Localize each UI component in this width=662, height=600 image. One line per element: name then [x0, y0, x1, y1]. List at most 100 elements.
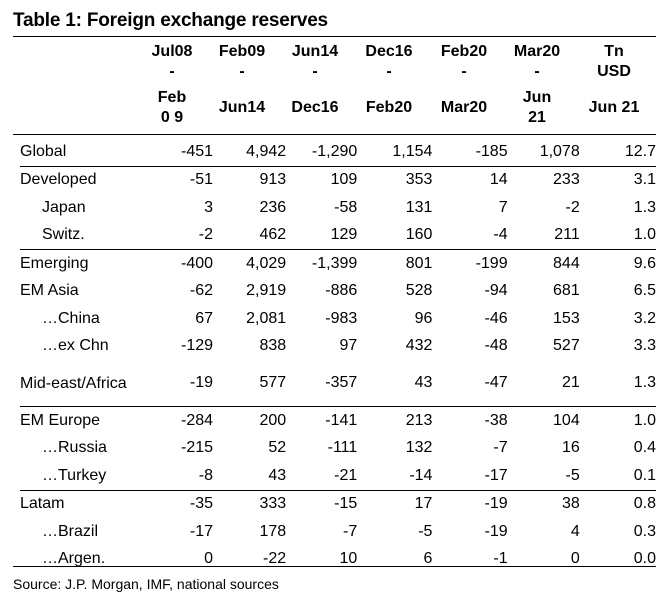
table-cell: 109 — [330, 171, 358, 189]
table-cell: 211 — [507, 221, 580, 250]
table-row: …ex Chn -129 838 97 432 -48 527 3.3 — [20, 333, 656, 361]
table-cell: 1.0 — [579, 221, 656, 250]
col-header-1: Jul08 - Feb0 9 — [140, 42, 204, 128]
table-cell: 178 — [259, 522, 287, 540]
table-cell: 462 — [213, 221, 287, 250]
table-cell: 6 — [423, 550, 433, 568]
table-cell: -94 — [484, 282, 508, 300]
table-cell: 129 — [286, 221, 358, 250]
table-cell: -7 — [493, 439, 508, 457]
row-label-text: Mid-east/Africa — [20, 374, 127, 392]
table-cell: -5 — [507, 462, 580, 491]
table-cell: -886 — [325, 282, 358, 300]
table-cell: -5 — [418, 522, 433, 540]
col-header-2-bottom: Jun14 — [218, 99, 266, 116]
reserves-table: Global -451 4,942 -1,290 1,154 -185 1,078 12.7 D… — [20, 138, 656, 573]
table-cell: -51 — [189, 171, 214, 189]
row-label: …Turkey — [20, 462, 151, 491]
table-cell: 1,078 — [507, 138, 580, 167]
table-cell: -38 — [484, 411, 508, 429]
col-header-2-dash: - — [239, 63, 245, 80]
table-cell: 0 — [204, 550, 214, 568]
table-cell: -62 — [189, 282, 214, 300]
table-cell: 844 — [553, 254, 580, 272]
table-cell: -19 — [484, 495, 508, 513]
table-cell: 2,081 — [246, 309, 287, 327]
table-cell: 160 — [357, 221, 433, 250]
table-cell: 838 — [259, 337, 287, 355]
col-header-5-top: Feb20 — [440, 43, 488, 60]
row-label-text: Japan — [42, 198, 86, 216]
table-cell: -1,290 — [286, 138, 358, 167]
row-label-text: Switz. — [42, 226, 85, 244]
table-row: EM Asia -62 2,919 -886 528 -94 681 6.5 — [20, 278, 656, 306]
table-cell: 0 — [570, 550, 580, 568]
col-header-4: Dec16 - Feb20 — [352, 42, 426, 118]
col-header-7: Tn USD Jun 21 — [578, 42, 650, 118]
row-label: Mid-east/Africa — [20, 360, 151, 407]
row-label: Global — [20, 138, 151, 167]
table-cell: -215 — [180, 439, 214, 457]
table-cell: 1,154 — [357, 138, 433, 167]
table-cell: -48 — [484, 337, 508, 355]
table-cell: -199 — [475, 254, 508, 272]
table-cell: 12.7 — [579, 138, 656, 167]
col-header-3-dash: - — [312, 63, 318, 80]
table-cell: -111 — [327, 439, 358, 457]
col-header-7-bottom: Jun 21 — [588, 99, 640, 116]
row-label-text: Developed — [20, 171, 97, 189]
table-cell: 131 — [405, 198, 433, 216]
row-label-text: Emerging — [20, 254, 89, 272]
table-cell: -21 — [286, 462, 358, 491]
table-row: Mid-east/Africa -19 577 -357 43 -47 21 1.3 — [20, 360, 656, 407]
row-label: …ex Chn — [20, 333, 150, 361]
table-cell: 681 — [553, 282, 580, 300]
table-row: Global -451 4,942 -1,290 1,154 -185 1,078 12.7 — [20, 138, 656, 167]
table-cell: -185 — [432, 138, 508, 167]
table-row: Latam -35 333 -15 17 -19 38 0.8 — [20, 490, 656, 518]
table-cell: 4,942 — [213, 138, 287, 167]
table-cell: -4 — [432, 221, 508, 250]
table-cell: 1.0 — [633, 411, 656, 429]
table-title: Table 1: Foreign exchange reserves — [13, 10, 328, 31]
col-header-1-top: Jul08 — [151, 43, 193, 60]
col-header-5: Feb20 - Mar20 — [428, 42, 500, 118]
table-cell: 577 — [213, 360, 287, 407]
source-note: Source: J.P. Morgan, IMF, national sourc… — [13, 576, 279, 592]
table-cell: 1.3 — [579, 360, 656, 407]
table-cell: 432 — [405, 337, 433, 355]
table-cell: 200 — [259, 411, 287, 429]
col-header-6: Mar20 - Jun 21 — [502, 42, 572, 128]
table-cell: 4,029 — [246, 254, 287, 272]
table-row: …Brazil -17 178 -7 -5 -19 4 0.3 — [20, 518, 656, 546]
table-row: Japan 3 236 -58 131 7 -2 1.3 — [20, 194, 656, 222]
table-row: …China 67 2,081 -983 96 -46 153 3.2 — [20, 305, 656, 333]
table-cell: -2 — [565, 198, 580, 216]
col-header-4-bottom: Feb20 — [365, 99, 413, 116]
table-cell: 6.5 — [633, 282, 656, 300]
row-label: …China — [20, 305, 150, 333]
table-cell: 7 — [498, 198, 508, 216]
table-cell: 233 — [553, 171, 580, 189]
table-cell: 43 — [213, 462, 287, 491]
row-label-text: …Argen. — [42, 550, 106, 568]
table-cell: -357 — [286, 360, 358, 407]
table-row: …Argen. 0 -22 10 6 -1 0 0.0 — [20, 546, 656, 574]
table-cell: 0.0 — [633, 550, 656, 568]
table-cell: 132 — [405, 439, 433, 457]
row-label: …Argen. — [20, 546, 150, 574]
col-header-1-dash: - — [169, 63, 175, 80]
table-cell: 52 — [268, 439, 287, 457]
table-cell: -8 — [150, 462, 214, 491]
col-header-4-top: Dec16 — [365, 43, 413, 60]
table-cell: -983 — [325, 309, 358, 327]
row-label: …Brazil — [20, 518, 150, 546]
row-label-text: …Russia — [42, 439, 107, 457]
table-row: EM Europe -284 200 -141 213 -38 104 1.0 — [20, 407, 656, 435]
table-cell: -141 — [325, 411, 358, 429]
table-cell: 913 — [259, 171, 287, 189]
table-cell: 14 — [489, 171, 508, 189]
table-cell: 333 — [259, 495, 287, 513]
col-header-6-top: Mar20 — [513, 43, 561, 60]
table-cell: -400 — [180, 254, 214, 272]
